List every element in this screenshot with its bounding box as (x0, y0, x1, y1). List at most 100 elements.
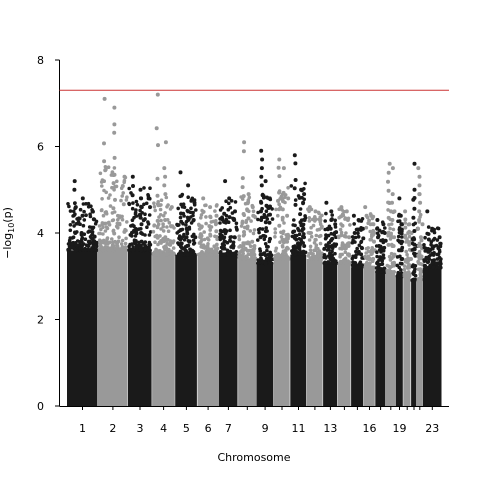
peak-point (386, 188, 391, 193)
peak-point (376, 235, 380, 240)
data-point (425, 247, 429, 251)
data-point (101, 232, 105, 236)
peak-point (361, 236, 366, 241)
data-point (356, 231, 360, 236)
data-point (344, 246, 348, 251)
data-point (281, 231, 285, 236)
peak-point (155, 218, 160, 223)
data-point (158, 213, 163, 217)
peak-point (277, 174, 282, 179)
peak-point (402, 274, 407, 279)
data-point (179, 241, 183, 246)
peak-point (412, 161, 417, 166)
data-point (330, 253, 335, 257)
data-point (127, 244, 131, 249)
peak-point (389, 209, 393, 214)
data-point (338, 227, 343, 232)
peak-point (215, 237, 220, 242)
chromosome-points-band (238, 259, 256, 406)
data-point (172, 226, 176, 230)
data-point (410, 248, 415, 252)
data-point (403, 221, 408, 225)
data-point (204, 252, 209, 256)
data-point (356, 235, 361, 239)
data-point (166, 203, 170, 207)
data-point (311, 252, 315, 256)
y-tick-label: 6 (37, 141, 44, 154)
data-point (103, 229, 108, 233)
data-point (106, 196, 111, 200)
data-point (291, 250, 296, 254)
data-point (78, 246, 83, 251)
data-point (386, 208, 390, 212)
data-point (252, 228, 257, 232)
data-point (146, 220, 150, 224)
peak-point (102, 159, 107, 164)
x-tick-label: 9 (262, 422, 269, 435)
peak-point (241, 248, 246, 252)
data-point (99, 208, 104, 213)
data-point (241, 241, 245, 245)
data-point (211, 249, 216, 254)
chromosome-points-band (416, 280, 423, 406)
data-point (80, 237, 84, 242)
data-point (308, 248, 313, 252)
data-point (431, 265, 436, 270)
data-point (101, 213, 106, 218)
data-point (237, 234, 241, 239)
data-point (396, 219, 400, 224)
peak-point (419, 254, 424, 259)
data-point (357, 243, 362, 248)
data-point (212, 244, 216, 248)
peak-point (375, 218, 380, 222)
data-point (319, 226, 324, 230)
peak-point (286, 196, 291, 201)
data-point (100, 247, 104, 252)
data-point (147, 233, 152, 237)
peak-point (407, 265, 412, 270)
data-point (166, 229, 171, 233)
data-point (426, 225, 431, 229)
peak-point (264, 203, 269, 208)
data-point (100, 184, 104, 188)
data-point (73, 201, 77, 205)
data-point (202, 210, 206, 214)
data-point (264, 226, 269, 230)
data-point (189, 199, 193, 203)
data-point (246, 252, 251, 257)
data-point (132, 239, 137, 244)
data-point (432, 258, 437, 262)
peak-point (438, 265, 443, 270)
data-point (277, 202, 281, 206)
data-point (256, 210, 260, 215)
peak-point (232, 218, 237, 222)
data-point (234, 221, 239, 226)
peak-point (403, 209, 408, 214)
peak-point (301, 252, 306, 257)
data-point (316, 210, 321, 215)
data-point (262, 234, 266, 238)
x-tick-label: 16 (363, 422, 377, 435)
data-point (347, 260, 352, 264)
peak-point (318, 257, 323, 261)
data-point (381, 253, 386, 257)
peak-point (259, 218, 264, 222)
data-point (68, 223, 73, 227)
data-point (333, 251, 337, 256)
data-point (189, 252, 193, 257)
chromosome-points-band (363, 267, 375, 406)
data-point (382, 256, 386, 260)
data-point (426, 265, 431, 270)
data-point (81, 223, 86, 228)
peak-point (246, 192, 251, 197)
peak-point (317, 249, 322, 254)
peak-point (391, 261, 396, 266)
data-point (108, 193, 112, 197)
y-axis-label: −log10(p) (1, 207, 16, 259)
peak-point (390, 200, 394, 205)
data-point (326, 254, 331, 258)
data-point (278, 240, 282, 244)
peak-point (328, 261, 333, 266)
peak-point (214, 229, 219, 234)
data-point (379, 270, 383, 274)
